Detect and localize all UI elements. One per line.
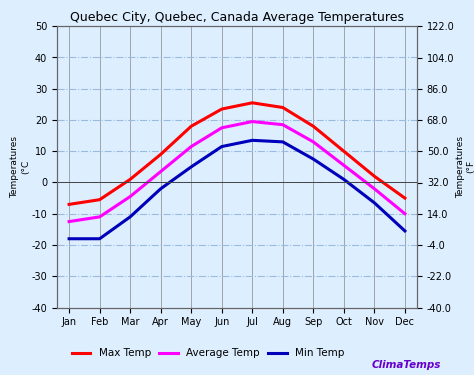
Average Temp bbox=[188, 144, 194, 149]
Line: Max Temp: Max Temp bbox=[69, 103, 405, 204]
Max Temp bbox=[372, 174, 377, 178]
Line: Min Temp: Min Temp bbox=[69, 140, 405, 239]
Average Temp bbox=[402, 211, 408, 216]
Min Temp bbox=[341, 177, 346, 182]
Min Temp bbox=[402, 229, 408, 233]
Min Temp bbox=[372, 201, 377, 205]
Y-axis label: Temperatures
(°C: Temperatures (°C bbox=[10, 136, 30, 198]
Max Temp bbox=[97, 197, 102, 202]
Legend: Max Temp, Average Temp, Min Temp: Max Temp, Average Temp, Min Temp bbox=[67, 344, 349, 362]
Average Temp bbox=[341, 163, 346, 168]
Title: Quebec City, Quebec, Canada Average Temperatures: Quebec City, Quebec, Canada Average Temp… bbox=[70, 11, 404, 24]
Text: ClimaTemps: ClimaTemps bbox=[372, 360, 441, 369]
Average Temp bbox=[310, 140, 316, 144]
Average Temp bbox=[97, 214, 102, 219]
Max Temp bbox=[188, 124, 194, 129]
Min Temp bbox=[219, 144, 225, 149]
Min Temp bbox=[128, 214, 133, 219]
Max Temp bbox=[341, 149, 346, 153]
Average Temp bbox=[280, 122, 286, 127]
Average Temp bbox=[128, 194, 133, 199]
Average Temp bbox=[66, 219, 72, 224]
Max Temp bbox=[249, 100, 255, 105]
Max Temp bbox=[158, 152, 164, 157]
Min Temp bbox=[97, 237, 102, 241]
Max Temp bbox=[310, 124, 316, 129]
Min Temp bbox=[249, 138, 255, 142]
Min Temp bbox=[158, 186, 164, 191]
Min Temp bbox=[188, 165, 194, 169]
Average Temp bbox=[372, 186, 377, 191]
Max Temp bbox=[219, 107, 225, 111]
Average Temp bbox=[219, 126, 225, 130]
Min Temp bbox=[280, 140, 286, 144]
Max Temp bbox=[402, 196, 408, 200]
Line: Average Temp: Average Temp bbox=[69, 122, 405, 222]
Max Temp bbox=[128, 177, 133, 182]
Min Temp bbox=[310, 157, 316, 161]
Max Temp bbox=[66, 202, 72, 207]
Min Temp bbox=[66, 237, 72, 241]
Max Temp bbox=[280, 105, 286, 110]
Y-axis label: Temperatures
(°F: Temperatures (°F bbox=[456, 136, 474, 198]
Average Temp bbox=[249, 119, 255, 124]
Average Temp bbox=[158, 169, 164, 174]
